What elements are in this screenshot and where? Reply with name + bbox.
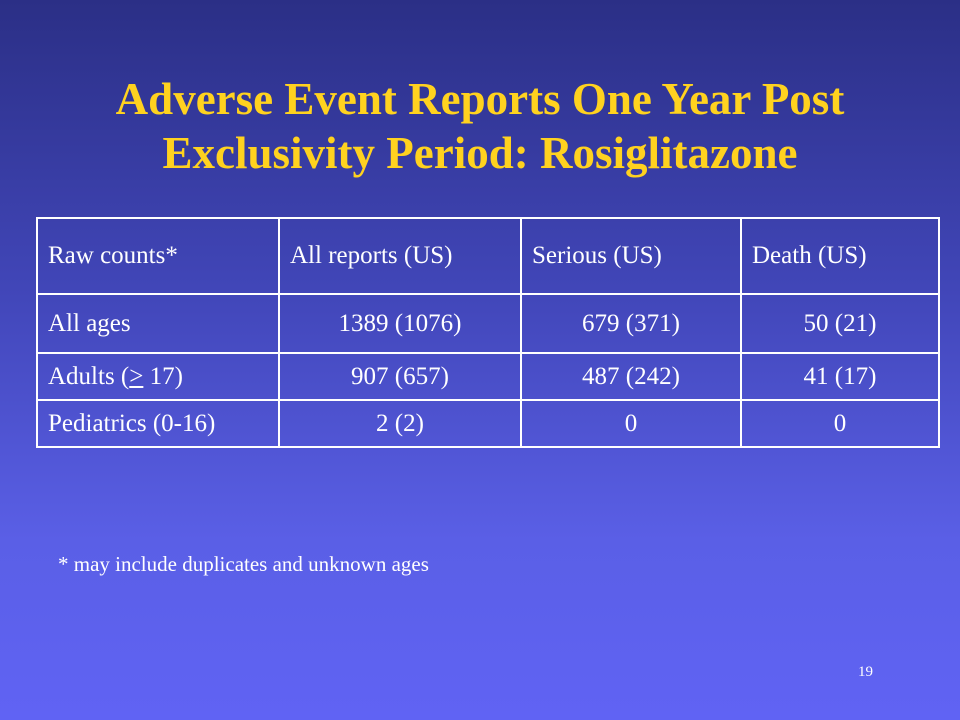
cell-death: 50 (21): [740, 293, 940, 354]
cell-all-reports: 1389 (1076): [278, 293, 522, 354]
cell-all-reports: 907 (657): [278, 352, 522, 401]
table-row: Adults (> 17) 907 (657) 487 (242) 41 (17…: [36, 352, 940, 401]
cell-serious: 679 (371): [520, 293, 742, 354]
table-footnote: * may include duplicates and unknown age…: [58, 552, 429, 576]
header-serious: Serious (US): [520, 217, 742, 295]
slide-title: Adverse Event Reports One Year Post Excl…: [115, 74, 845, 178]
header-all-reports: All reports (US): [278, 217, 522, 295]
row-label-all-ages: All ages: [36, 293, 280, 354]
header-death: Death (US): [740, 217, 940, 295]
row-label-adults: Adults (> 17): [36, 352, 280, 401]
page-number: 19: [858, 664, 873, 680]
cell-all-reports: 2 (2): [278, 399, 522, 448]
header-raw-counts: Raw counts*: [36, 217, 280, 295]
adverse-events-table: Raw counts* All reports (US) Serious (US…: [36, 217, 940, 448]
row-label-pediatrics: Pediatrics (0-16): [36, 399, 280, 448]
cell-serious: 487 (242): [520, 352, 742, 401]
table-row: Pediatrics (0-16) 2 (2) 0 0: [36, 399, 940, 448]
table-header-row: Raw counts* All reports (US) Serious (US…: [36, 217, 940, 295]
cell-serious: 0: [520, 399, 742, 448]
row-label-adults-suffix: 17): [143, 362, 183, 390]
row-label-adults-prefix: Adults (: [48, 362, 130, 390]
row-label-adults-symbol: >: [129, 362, 144, 390]
cell-death: 0: [740, 399, 940, 448]
table-row: All ages 1389 (1076) 679 (371) 50 (21): [36, 293, 940, 354]
cell-death: 41 (17): [740, 352, 940, 401]
